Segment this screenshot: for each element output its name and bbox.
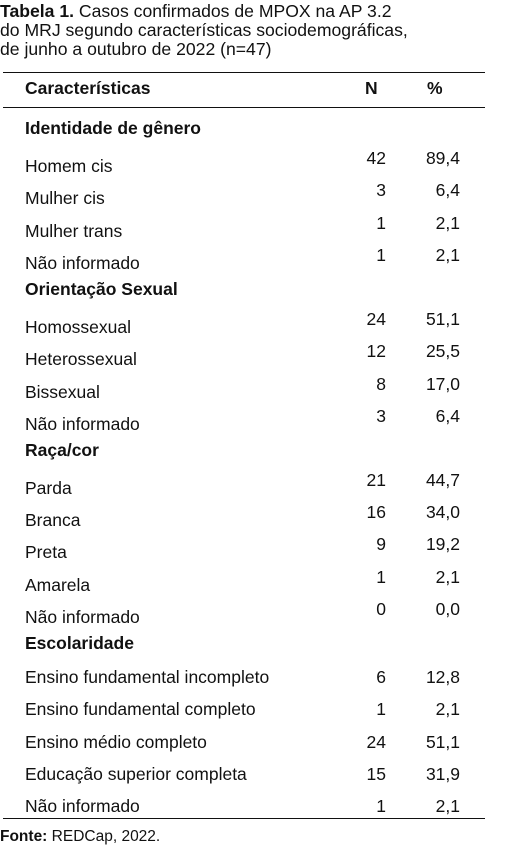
row-label: Ensino médio completo xyxy=(25,731,207,752)
source-label: Fonte: xyxy=(0,828,48,845)
row-label: Branca xyxy=(25,510,81,531)
header-percent: % xyxy=(427,78,443,98)
row-percent-value: 6,4 xyxy=(435,405,460,426)
row-label: Mulher trans xyxy=(25,220,123,241)
row-percent-value: 31,9 xyxy=(425,763,460,784)
table-row: Não informado 3 6,4 xyxy=(0,404,490,436)
caption-line-1-text: Casos confirmados de MPOX na AP 3.2 xyxy=(78,1,392,21)
table-row: Ensino fundamental incompleto 6 12,8 xyxy=(0,661,490,693)
group-header-row: Escolaridade xyxy=(0,629,490,661)
table-row: Mulher cis 3 6,4 xyxy=(0,178,490,210)
row-percent-value: 25,5 xyxy=(425,341,460,362)
table-row: Ensino médio completo 24 51,1 xyxy=(0,726,490,758)
header-characteristics: Características xyxy=(25,78,151,98)
row-label: Ensino fundamental completo xyxy=(25,699,256,720)
row-percent-value: 51,1 xyxy=(425,731,460,752)
table-source: Fonte: REDCap, 2022. xyxy=(0,828,160,846)
row-n-value: 12 xyxy=(366,341,386,362)
row-label: Preta xyxy=(25,542,67,563)
row-percent-value: 51,1 xyxy=(425,309,460,330)
caption-line-2: do MRJ segundo características sociodemo… xyxy=(0,20,408,40)
table-row: Amarela 1 2,1 xyxy=(0,565,490,597)
caption-label: Tabela 1. xyxy=(0,1,74,21)
group-title: Identidade de gênero xyxy=(25,118,201,138)
group-title: Orientação Sexual xyxy=(25,278,178,299)
row-label: Homossexual xyxy=(25,317,132,338)
row-n-value: 21 xyxy=(366,470,386,491)
row-percent-value: 2,1 xyxy=(435,795,460,816)
row-n-value: 42 xyxy=(366,148,386,169)
table-row: Mulher trans 1 2,1 xyxy=(0,211,490,243)
row-percent-value: 17,0 xyxy=(425,373,460,394)
table-row: Preta 9 19,2 xyxy=(0,532,490,564)
table-bottom-rule xyxy=(3,818,485,819)
row-label: Bissexual xyxy=(25,381,100,402)
row-n-value: 24 xyxy=(366,309,386,330)
table-row: Não informado 1 2,1 xyxy=(0,243,490,275)
row-percent-value: 89,4 xyxy=(425,148,460,169)
row-label: Heterossexual xyxy=(25,349,137,370)
row-n-value: 1 xyxy=(376,795,386,816)
group-header-row: Orientação Sexual xyxy=(0,275,490,307)
table-row: Parda 21 44,7 xyxy=(0,468,490,500)
row-percent-value: 19,2 xyxy=(425,534,460,555)
caption-line-1: Tabela 1. Casos confirmados de MPOX na A… xyxy=(0,2,514,21)
table-row: Branca 16 34,0 xyxy=(0,500,490,532)
table-row: Bissexual 8 17,0 xyxy=(0,372,490,404)
row-label: Amarela xyxy=(25,574,91,595)
table-row: Heterossexual 12 25,5 xyxy=(0,339,490,371)
group-title: Raça/cor xyxy=(25,439,99,460)
table-row: Não informado 0 0,0 xyxy=(0,597,490,629)
row-n-value: 0 xyxy=(376,598,386,619)
source-text: REDCap, 2022. xyxy=(51,828,161,845)
row-n-value: 24 xyxy=(366,731,386,752)
row-n-value: 1 xyxy=(376,566,386,587)
row-label: Não informado xyxy=(25,252,140,273)
table-row: Não informado 1 2,1 xyxy=(0,790,490,822)
table-top-rule xyxy=(3,72,485,73)
row-n-value: 1 xyxy=(376,212,386,233)
row-n-value: 3 xyxy=(376,180,386,201)
row-percent-value: 6,4 xyxy=(435,180,460,201)
row-label: Homem cis xyxy=(25,156,113,177)
table-header-rule xyxy=(3,107,485,108)
row-label: Educação superior completa xyxy=(25,763,247,784)
row-n-value: 1 xyxy=(376,244,386,265)
row-n-value: 3 xyxy=(376,405,386,426)
row-percent-value: 12,8 xyxy=(425,667,460,688)
table-header: Características N % xyxy=(0,76,490,104)
table-body: Identidade de gênero Homem cis 42 89,4 Mulhe… xyxy=(0,114,490,822)
row-n-value: 16 xyxy=(366,502,386,523)
row-n-value: 6 xyxy=(376,667,386,688)
caption-line-3: de junho a outubro de 2022 (n=47) xyxy=(0,39,272,59)
table-row: Ensino fundamental completo 1 2,1 xyxy=(0,693,490,725)
row-percent-value: 2,1 xyxy=(435,699,460,720)
row-n-value: 15 xyxy=(366,763,386,784)
row-label: Parda xyxy=(25,478,72,499)
row-percent-value: 2,1 xyxy=(435,566,460,587)
row-label: Ensino fundamental incompleto xyxy=(25,667,270,688)
group-header-row: Identidade de gênero xyxy=(0,114,490,146)
table-row: Educação superior completa 15 31,9 xyxy=(0,758,490,790)
group-header-row: Raça/cor xyxy=(0,436,490,468)
row-percent-value: 0,0 xyxy=(435,598,460,619)
row-n-value: 8 xyxy=(376,373,386,394)
header-n: N xyxy=(365,78,378,98)
row-percent-value: 34,0 xyxy=(425,502,460,523)
row-label: Não informado xyxy=(25,413,140,434)
row-percent-value: 2,1 xyxy=(435,244,460,265)
row-label: Não informado xyxy=(25,795,140,816)
table-row: Homossexual 24 51,1 xyxy=(0,307,490,339)
table-row: Homem cis 42 89,4 xyxy=(0,146,490,178)
row-percent-value: 2,1 xyxy=(435,212,460,233)
row-n-value: 1 xyxy=(376,699,386,720)
group-title: Escolaridade xyxy=(25,633,134,653)
row-percent-value: 44,7 xyxy=(425,470,460,491)
table-caption: Tabela 1. Casos confirmados de MPOX na A… xyxy=(0,2,514,59)
row-label: Mulher cis xyxy=(25,188,105,209)
row-n-value: 9 xyxy=(376,534,386,555)
row-label: Não informado xyxy=(25,606,140,627)
